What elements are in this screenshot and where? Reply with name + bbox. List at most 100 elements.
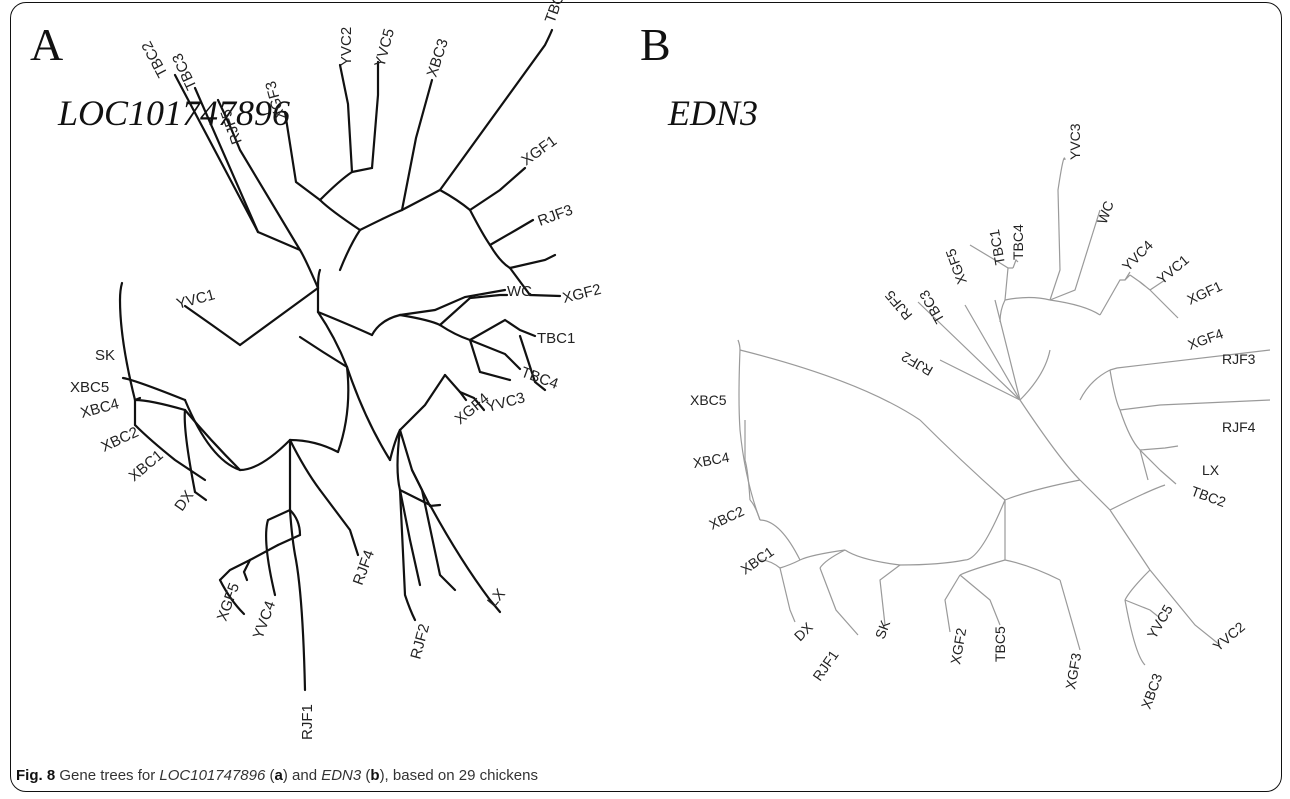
leaf-label: XGF2 — [947, 627, 969, 666]
branch — [468, 208, 492, 247]
caption-text: ), based on 29 chickens — [379, 767, 538, 784]
branch — [248, 543, 280, 562]
branch — [338, 63, 354, 174]
branch — [283, 110, 322, 202]
leaf-label: RJF3 — [536, 202, 575, 230]
leaf-label: RJF1 — [809, 647, 841, 684]
branch — [458, 390, 486, 412]
leaf-label: XGF2 — [561, 281, 603, 307]
branch — [336, 365, 350, 454]
leaf-label: XGF1 — [518, 132, 560, 169]
branch — [183, 408, 242, 472]
branch — [488, 598, 502, 614]
branch — [193, 490, 208, 502]
leaf-label: RJF5 — [881, 287, 915, 323]
leaf-label: RJF4 — [1222, 419, 1256, 435]
branch — [1079, 369, 1111, 401]
leaf-label: XGF1 — [1185, 278, 1225, 308]
branch — [318, 170, 354, 202]
branch — [1049, 157, 1066, 301]
branch — [1139, 449, 1149, 481]
leaf-label: YVC5 — [1144, 602, 1176, 642]
branch — [944, 574, 961, 633]
branch — [917, 301, 1021, 401]
branch — [118, 281, 137, 402]
branch — [779, 567, 796, 623]
leaf-label: TBC1 — [537, 330, 575, 347]
branch — [1124, 271, 1131, 281]
branch — [133, 398, 187, 412]
branch — [779, 559, 801, 569]
branch — [318, 488, 360, 557]
branch — [488, 218, 535, 247]
branch — [428, 503, 492, 602]
tree-b — [737, 157, 1271, 666]
branch — [508, 266, 562, 298]
leaf-label: XBC1 — [738, 543, 777, 577]
leaf-label: RJF4 — [350, 548, 378, 587]
branch — [398, 488, 432, 507]
leaf-label: YVC5 — [371, 27, 398, 69]
leaf-label: XBC5 — [690, 392, 727, 408]
branch — [488, 243, 512, 270]
branch — [919, 419, 1006, 501]
leaf-label: YVC3 — [1067, 123, 1083, 160]
branch — [749, 499, 761, 521]
branch — [183, 304, 242, 347]
branch — [256, 230, 302, 252]
branch — [288, 438, 340, 454]
branch — [288, 508, 302, 537]
branch — [438, 188, 472, 212]
branch — [1149, 279, 1166, 291]
branch — [438, 293, 509, 327]
branch — [819, 567, 859, 636]
leaf-label: TBC2 — [139, 38, 172, 80]
leaf-label: XGF3 — [262, 79, 289, 121]
branch — [398, 373, 447, 432]
branch — [173, 73, 260, 234]
branch — [899, 559, 966, 566]
branch — [1004, 559, 1061, 581]
leaf-label: TBC5 — [542, 0, 571, 25]
leaf-label: LX — [1202, 462, 1220, 478]
branch — [318, 198, 362, 232]
leaf-label: LX — [484, 586, 509, 611]
leaf-label: DX — [171, 487, 197, 514]
branch — [1149, 289, 1176, 316]
branch — [799, 549, 846, 561]
figure-frame — [10, 2, 1282, 792]
caption-text: ) and — [282, 767, 322, 784]
branch — [1109, 349, 1271, 371]
leaf-label: YVC4 — [250, 599, 279, 642]
branch — [316, 268, 322, 290]
leaf-label: TBC4 — [519, 364, 561, 393]
branch — [1059, 579, 1081, 651]
leaf-label: RJF1 — [299, 704, 316, 740]
leaf-label: TBC1 — [986, 228, 1008, 266]
branch — [959, 574, 1001, 626]
branch — [844, 549, 901, 566]
branch — [1139, 281, 1146, 287]
panel-a-gene-title: LOC101747896 — [58, 93, 291, 133]
branch — [218, 558, 252, 582]
leaf-label: RJF2 — [407, 622, 433, 661]
caption-text: ( — [361, 767, 371, 784]
branch — [338, 228, 362, 272]
leaf-label: YVC1 — [175, 286, 217, 313]
leaf-label: DX — [791, 619, 817, 645]
branch — [999, 299, 1006, 323]
branch — [288, 508, 307, 692]
branch — [216, 98, 302, 252]
leaf-label: WC — [1094, 199, 1117, 226]
leaf-label: XBC2 — [707, 503, 747, 533]
branch — [759, 559, 781, 569]
branch — [298, 248, 320, 290]
branch — [969, 244, 1001, 264]
branch — [183, 398, 242, 472]
branch — [744, 459, 751, 501]
branch — [316, 310, 374, 337]
branch — [183, 408, 197, 494]
branch — [298, 335, 349, 369]
branch — [1019, 399, 1081, 481]
branch — [265, 508, 292, 597]
